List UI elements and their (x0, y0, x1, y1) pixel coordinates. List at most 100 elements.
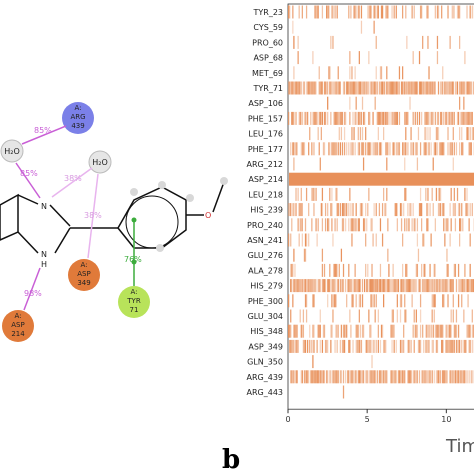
contact-segment (330, 203, 332, 217)
contact-segment (381, 111, 384, 125)
contact-segment (427, 5, 429, 19)
contact-segment (372, 233, 374, 247)
contact-segment (328, 142, 330, 156)
contact-segment (362, 324, 365, 338)
contact-segment (378, 370, 381, 384)
contact-segment (430, 81, 432, 95)
contact-segment (383, 294, 385, 308)
contact-segment (298, 203, 300, 217)
contact-segment (342, 279, 345, 293)
contact-segment (336, 111, 338, 125)
contact-segment (395, 370, 397, 384)
contact-segment (390, 81, 392, 95)
contact-segment (402, 142, 404, 156)
contact-segment (451, 81, 453, 95)
contact-segment (395, 203, 397, 217)
contact-segment (341, 142, 344, 156)
contact-segment (358, 81, 360, 95)
contact-segment (337, 279, 339, 293)
contact-segment (351, 370, 353, 384)
contact-segment (431, 187, 433, 201)
contact-segment (407, 142, 409, 156)
contact-segment (317, 127, 319, 141)
contact-segment (337, 370, 339, 384)
contact-segment (341, 203, 344, 217)
contact-segment (383, 127, 385, 141)
contact-segment (407, 81, 409, 95)
contact-segment (403, 324, 405, 338)
contact-segment (455, 142, 458, 156)
contact-segment (417, 248, 420, 262)
contact-segment (450, 309, 452, 323)
hbond-water-n (15, 162, 41, 199)
contact-segment (335, 111, 337, 125)
contact-segment (468, 279, 470, 293)
contact-segment (453, 263, 455, 277)
contact-segment (357, 279, 359, 293)
contact-segment (301, 111, 303, 125)
contact-segment (290, 233, 292, 247)
contact-segment (336, 263, 338, 277)
contact-segment (332, 35, 334, 49)
contact-segment (362, 142, 365, 156)
contact-segment (447, 218, 449, 232)
contact-segment (419, 142, 422, 156)
contact-segment (351, 127, 353, 141)
contact-segment (424, 370, 426, 384)
contact-segment (459, 279, 461, 293)
bond (17, 231, 39, 254)
contact-segment (440, 370, 442, 384)
contact-segment (385, 142, 387, 156)
contact-segment (343, 324, 346, 338)
contact-segment (379, 339, 382, 353)
contact-segment (457, 5, 460, 19)
contact-segment (346, 294, 348, 308)
contact-segment (411, 81, 413, 95)
heatmap-row (290, 309, 473, 323)
contact-segment (418, 370, 421, 384)
contact-segment (361, 127, 364, 141)
contact-segment (330, 35, 332, 49)
contact-segment (367, 142, 369, 156)
contact-segment (393, 111, 395, 125)
contact-segment (455, 279, 458, 293)
heatmap-row (293, 66, 444, 80)
contact-segment (353, 218, 355, 232)
contact-segment (299, 203, 301, 217)
bond (49, 204, 71, 227)
contact-segment (449, 111, 451, 125)
contact-segment (383, 111, 385, 125)
contact-segment (427, 111, 429, 125)
contact-segment (437, 127, 440, 141)
contact-segment (300, 370, 302, 384)
contact-segment (385, 203, 387, 217)
interaction-pct: 38% (64, 174, 82, 183)
contact-segment (291, 218, 293, 232)
contact-segment (393, 81, 395, 95)
contact-segment (340, 248, 343, 262)
contact-segment (353, 127, 355, 141)
contact-segment (449, 35, 451, 49)
contact-segment (398, 142, 401, 156)
contact-segment (422, 324, 424, 338)
contact-segment (371, 279, 373, 293)
contact-segment (294, 263, 296, 277)
contact-segment (430, 233, 432, 247)
contact-segment (422, 279, 424, 293)
contact-segment (469, 339, 471, 353)
contact-segment (324, 81, 327, 95)
contact-segment (296, 324, 298, 338)
contact-segment (375, 142, 377, 156)
contact-segment (369, 370, 371, 384)
contact-segment (340, 324, 343, 338)
contact-segment (450, 324, 452, 338)
contact-segment (435, 142, 438, 156)
contact-segment (312, 324, 314, 338)
contact-segment (318, 324, 320, 338)
contact-segment (431, 111, 433, 125)
contact-segment (404, 157, 406, 171)
contact-segment (313, 324, 315, 338)
residue-chain: A: (14, 312, 21, 320)
contact-segment (421, 81, 423, 95)
